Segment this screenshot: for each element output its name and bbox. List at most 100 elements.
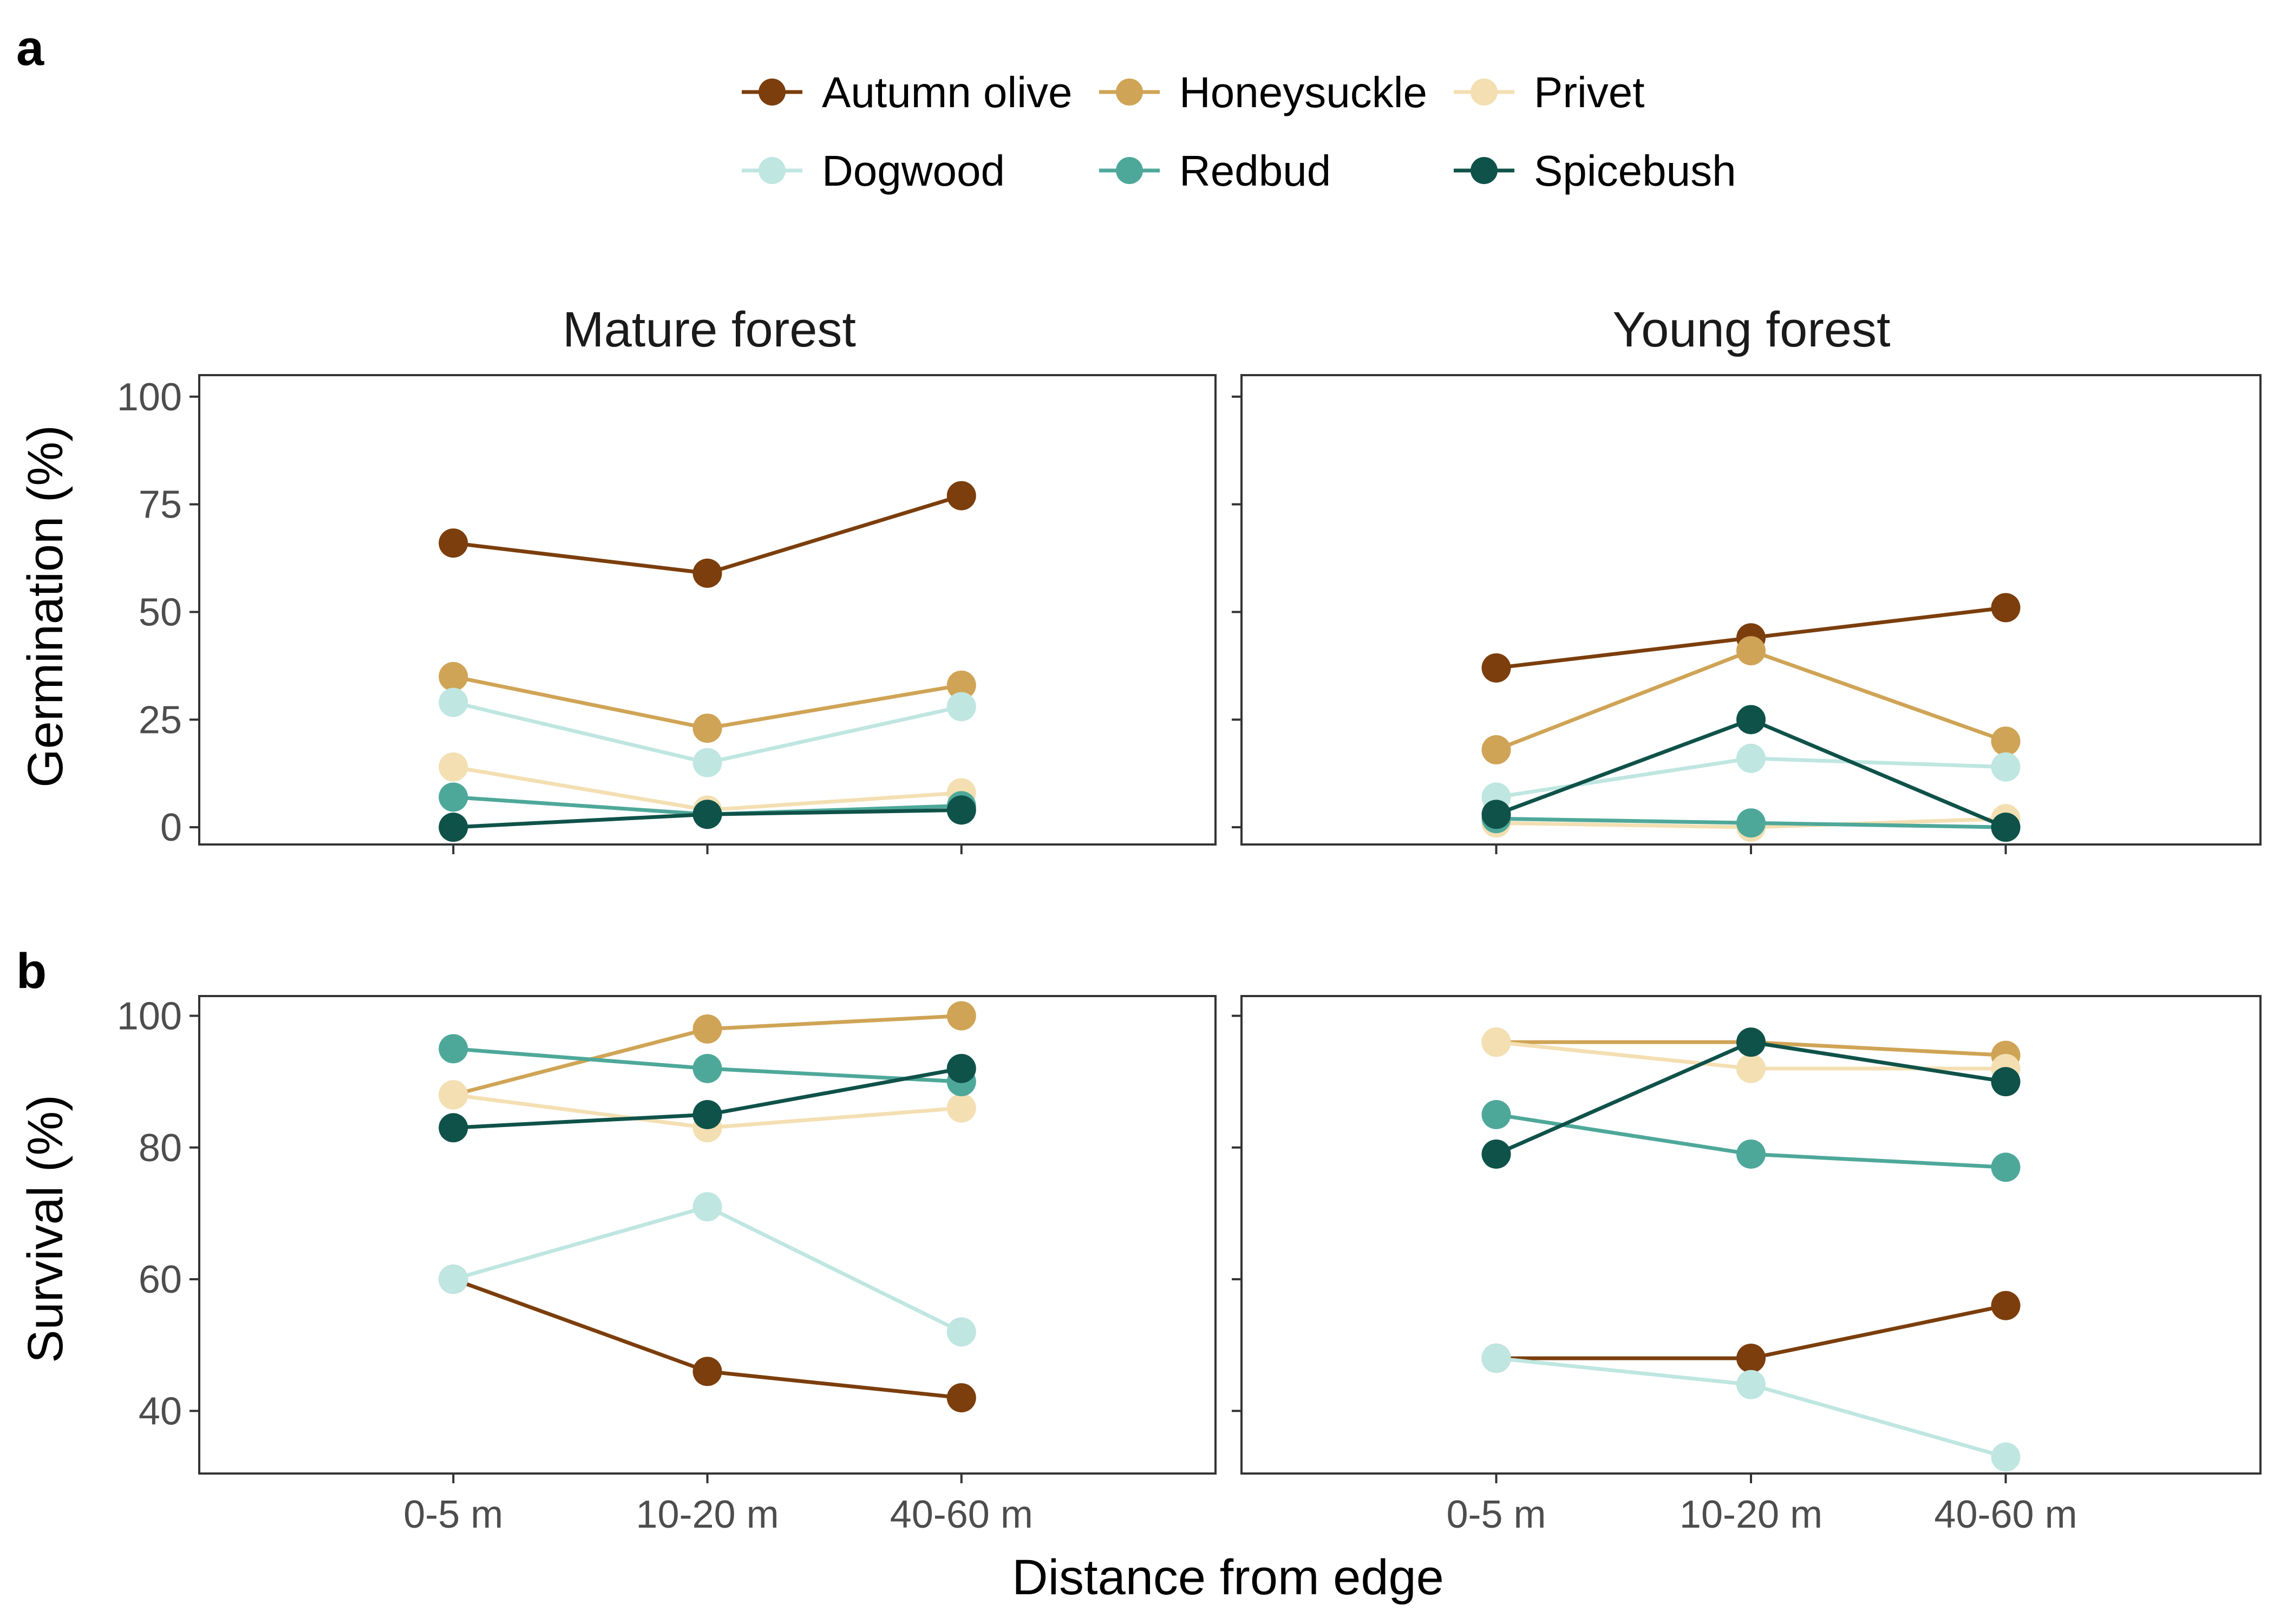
facet-title-young: Young forest — [1612, 302, 1890, 357]
panel-b-young-forest: 0-5 m 10-20 m 40-60 m — [1232, 995, 2262, 1536]
data-point-spicebush — [946, 795, 976, 825]
data-point-spicebush — [1736, 1027, 1766, 1057]
legend-key-point — [1471, 78, 1498, 106]
data-point-dogwood — [1991, 1442, 2021, 1472]
y-tick-label: 60 — [139, 1258, 182, 1301]
data-point-dogwood — [946, 1317, 976, 1347]
data-point-privet — [439, 752, 468, 782]
data-point-redbud — [1991, 1152, 2021, 1182]
legend-key-point — [1471, 157, 1498, 184]
y-tick-label: 40 — [139, 1390, 182, 1433]
x-tick-label: 40-60 m — [1934, 1493, 2077, 1536]
x-tick-label: 0-5 m — [403, 1493, 503, 1536]
data-point-autumn-olive — [1736, 1344, 1766, 1373]
data-point-autumn-olive — [946, 481, 976, 510]
legend-label-autumn-olive: Autumn olive — [822, 68, 1072, 116]
legend-item-dogwood: Dogwood — [742, 147, 1005, 195]
data-point-privet — [946, 1093, 976, 1123]
data-point-autumn-olive — [439, 528, 468, 558]
data-point-spicebush — [692, 800, 722, 829]
data-point-autumn-olive — [1991, 593, 2021, 623]
data-point-dogwood — [1736, 743, 1766, 773]
y-tick-label: 100 — [117, 994, 182, 1038]
data-point-honeysuckle — [692, 1014, 722, 1044]
series-line-dogwood — [453, 1204, 963, 1334]
data-point-redbud — [439, 782, 468, 812]
legend-label-dogwood: Dogwood — [822, 147, 1005, 195]
legend: Autumn olive Honeysuckle Privet Dogwood Redb… — [742, 68, 1736, 195]
data-point-privet — [1481, 1027, 1511, 1057]
panel-a-mature-forest: 0 25 50 75 100 — [117, 374, 1217, 854]
data-point-redbud — [1736, 1139, 1766, 1169]
data-point-honeysuckle — [439, 662, 468, 691]
x-tick-label: 10-20 m — [636, 1493, 779, 1536]
data-point-spicebush — [692, 1099, 722, 1129]
legend-label-privet: Privet — [1534, 68, 1645, 116]
x-axis-title: Distance from edge — [1012, 1550, 1444, 1605]
data-point-honeysuckle — [946, 670, 976, 700]
series-line-honeysuckle — [1495, 649, 2007, 752]
y-tick-label: 0 — [160, 806, 182, 849]
data-point-honeysuckle — [1991, 726, 2021, 756]
panel-a-young-forest — [1232, 374, 2262, 854]
data-point-privet — [439, 1080, 468, 1110]
y-axis-title-germination: Germination (%) — [18, 425, 73, 788]
facet-title-mature: Mature forest — [563, 302, 856, 357]
legend-item-spicebush: Spicebush — [1454, 147, 1736, 195]
data-point-dogwood — [439, 687, 468, 717]
panel-label-b: b — [16, 944, 47, 999]
data-point-spicebush — [1481, 800, 1511, 829]
data-point-spicebush — [439, 813, 468, 842]
data-point-honeysuckle — [1481, 735, 1511, 765]
legend-item-honeysuckle: Honeysuckle — [1099, 68, 1427, 116]
data-point-spicebush — [1481, 1139, 1511, 1169]
legend-key-point — [759, 157, 786, 184]
data-point-dogwood — [439, 1265, 468, 1294]
data-point-spicebush — [1991, 813, 2021, 842]
y-tick-label: 25 — [139, 698, 182, 742]
data-point-spicebush — [946, 1053, 976, 1083]
legend-label-honeysuckle: Honeysuckle — [1179, 68, 1427, 116]
legend-label-redbud: Redbud — [1179, 147, 1331, 195]
data-point-spicebush — [1991, 1067, 2021, 1097]
data-point-autumn-olive — [692, 1357, 722, 1386]
panel-label-a: a — [16, 21, 44, 76]
legend-label-spicebush: Spicebush — [1534, 147, 1736, 195]
data-point-autumn-olive — [1991, 1291, 2021, 1320]
data-point-dogwood — [1991, 752, 2021, 782]
data-point-dogwood — [692, 1192, 722, 1222]
legend-item-redbud: Redbud — [1099, 147, 1331, 195]
data-point-autumn-olive — [1481, 653, 1511, 683]
data-point-redbud — [1736, 808, 1766, 838]
legend-key-point — [1116, 78, 1143, 106]
data-point-spicebush — [1736, 705, 1766, 735]
data-point-honeysuckle — [692, 713, 722, 743]
y-tick-label: 100 — [117, 376, 182, 419]
data-point-spicebush — [439, 1113, 468, 1143]
y-tick-label: 80 — [139, 1127, 182, 1170]
data-point-honeysuckle — [946, 1001, 976, 1031]
data-point-redbud — [439, 1034, 468, 1064]
data-point-privet — [1736, 1053, 1766, 1083]
data-point-dogwood — [1481, 1344, 1511, 1373]
data-point-dogwood — [946, 692, 976, 722]
legend-item-autumn-olive: Autumn olive — [742, 68, 1072, 116]
y-tick-label: 50 — [139, 591, 182, 634]
y-tick-label: 75 — [139, 483, 182, 527]
x-tick-label: 40-60 m — [890, 1493, 1033, 1536]
y-axis-title-survival: Survival (%) — [18, 1095, 73, 1363]
data-point-autumn-olive — [692, 558, 722, 588]
legend-item-privet: Privet — [1454, 68, 1645, 116]
data-point-dogwood — [692, 748, 722, 777]
legend-key-point — [1116, 157, 1143, 184]
legend-key-point — [759, 78, 786, 106]
x-tick-label: 0-5 m — [1446, 1493, 1546, 1536]
data-point-redbud — [692, 1053, 722, 1083]
data-point-honeysuckle — [1736, 636, 1766, 666]
data-point-redbud — [1481, 1099, 1511, 1129]
panel-b-mature-forest: 40 60 80 100 0-5 m 10-20 m 40-60 m — [117, 994, 1217, 1536]
x-tick-label: 10-20 m — [1680, 1493, 1822, 1536]
data-point-dogwood — [1736, 1370, 1766, 1399]
